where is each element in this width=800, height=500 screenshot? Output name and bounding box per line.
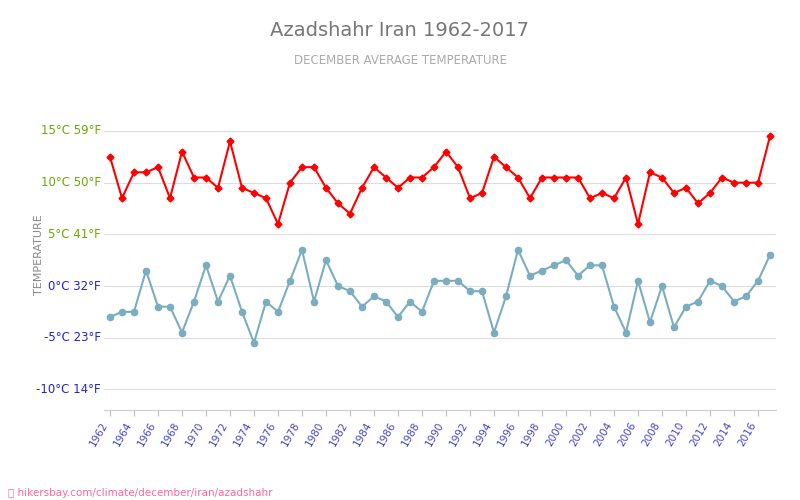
NIGHT <box>765 252 774 258</box>
NIGHT <box>538 268 547 274</box>
DAY <box>117 195 126 201</box>
Line: NIGHT: NIGHT <box>107 246 773 346</box>
Y-axis label: TEMPERATURE: TEMPERATURE <box>34 214 43 296</box>
NIGHT <box>501 294 511 300</box>
NIGHT <box>634 278 643 284</box>
Text: ⌖ hikersbay.com/climate/december/iran/azadshahr: ⌖ hikersbay.com/climate/december/iran/az… <box>8 488 273 498</box>
DAY <box>549 174 558 180</box>
Text: DECEMBER AVERAGE TEMPERATURE: DECEMBER AVERAGE TEMPERATURE <box>294 54 506 66</box>
NIGHT <box>117 309 126 315</box>
Text: 0°C 32°F: 0°C 32°F <box>48 280 101 292</box>
Text: 5°C 41°F: 5°C 41°F <box>48 228 101 241</box>
DAY <box>490 154 499 160</box>
DAY <box>106 154 115 160</box>
Line: DAY: DAY <box>107 134 773 226</box>
DAY <box>274 221 283 227</box>
NIGHT <box>562 257 571 263</box>
Text: Azadshahr Iran 1962-2017: Azadshahr Iran 1962-2017 <box>270 20 530 40</box>
Text: -5°C 23°F: -5°C 23°F <box>44 331 101 344</box>
DAY <box>765 133 774 139</box>
DAY <box>357 185 366 191</box>
DAY <box>621 174 630 180</box>
Text: 15°C 59°F: 15°C 59°F <box>41 124 101 138</box>
NIGHT <box>106 314 115 320</box>
Text: -10°C 14°F: -10°C 14°F <box>36 383 101 396</box>
NIGHT <box>250 340 259 346</box>
Text: 10°C 50°F: 10°C 50°F <box>41 176 101 189</box>
DAY <box>525 195 534 201</box>
NIGHT <box>370 294 379 300</box>
NIGHT <box>298 247 307 253</box>
